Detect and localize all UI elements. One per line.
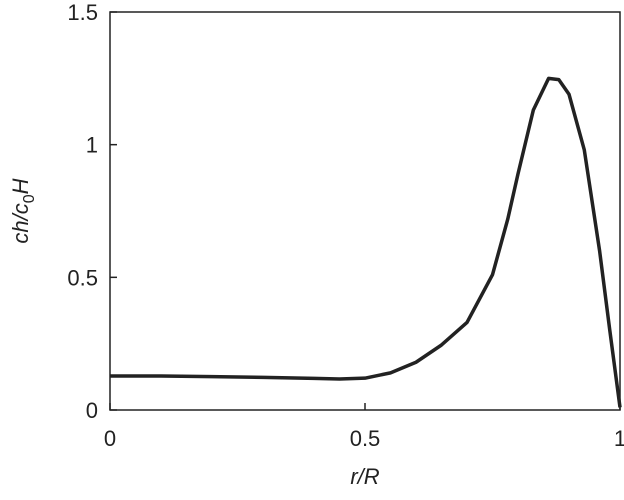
x-tick-label: 1 (614, 426, 624, 451)
y-label-subscript: 0 (21, 194, 38, 203)
y-tick-label: 1 (86, 133, 98, 158)
y-label-part: H (8, 178, 33, 194)
y-tick-label: 0 (86, 398, 98, 423)
y-tick-label: 1.5 (67, 0, 98, 25)
plot-frame (109, 11, 621, 411)
x-axis-label: r/R (350, 464, 379, 489)
y-axis-label: ch/c0H (8, 178, 38, 243)
y-label-part: ch/c (8, 203, 33, 243)
y-tick-label: 0.5 (67, 265, 98, 290)
x-tick-label: 0 (104, 426, 116, 451)
data-line (110, 76, 622, 408)
x-tick-label: 0.5 (350, 426, 381, 451)
